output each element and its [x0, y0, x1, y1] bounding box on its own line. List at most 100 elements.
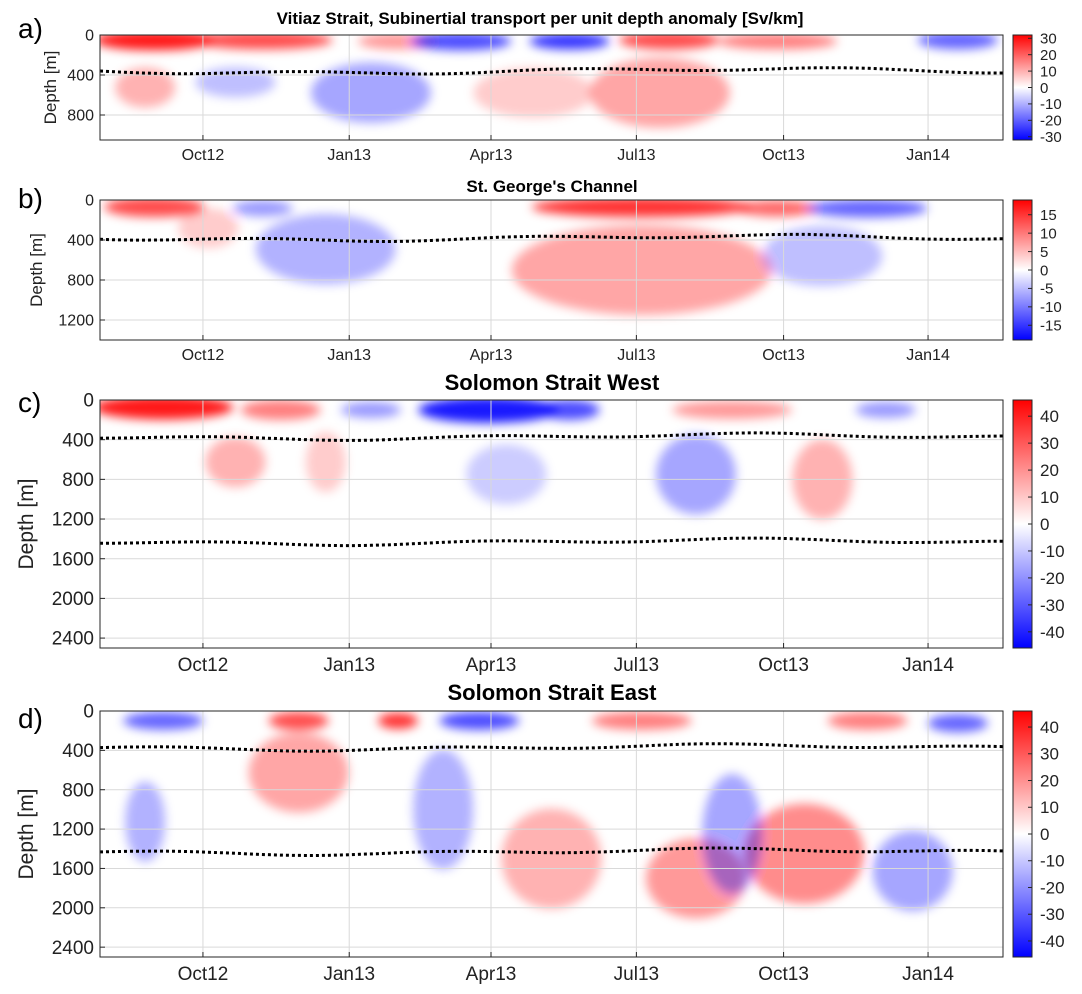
- isopycnal-line: [99, 66, 1003, 76]
- colorbar-tick-label: 20: [1040, 47, 1057, 64]
- anomaly-blob: [100, 400, 234, 420]
- anomaly-blob: [100, 35, 215, 51]
- y-tick-label: 1200: [52, 820, 94, 841]
- colorbar-tick-label: -40: [1040, 623, 1065, 642]
- isopycnal-line: [99, 536, 1004, 548]
- anomaly-blob: [192, 35, 333, 50]
- isopycnal-line: [99, 232, 1004, 244]
- y-tick-label: 800: [62, 470, 94, 491]
- anomaly-blob: [855, 401, 916, 418]
- anomaly-field: [100, 400, 916, 520]
- colorbar-tick-label: 40: [1040, 718, 1059, 737]
- colorbar-tick-label: 0: [1040, 80, 1048, 97]
- x-tick-label: Apr13: [470, 347, 513, 364]
- x-tick-label: Apr13: [470, 147, 513, 164]
- anomaly-blob: [439, 711, 520, 730]
- panel-title: Solomon Strait East: [447, 680, 657, 705]
- colorbar-tick-label: -5: [1040, 281, 1053, 298]
- x-tick-label: Jul13: [617, 147, 655, 164]
- x-tick-label: Jan14: [902, 655, 954, 676]
- colorbar-tick-label: -30: [1040, 129, 1062, 146]
- x-tick-label: Apr13: [466, 964, 517, 985]
- colorbar-tick-label: -15: [1040, 318, 1062, 335]
- anomaly-blob: [655, 434, 736, 515]
- y-tick-label: 800: [67, 273, 94, 290]
- y-tick-label: 400: [62, 741, 94, 762]
- colorbar-tick-label: 0: [1040, 825, 1049, 844]
- x-tick-label: Oct12: [182, 347, 225, 364]
- y-tick-label: 1600: [52, 549, 94, 570]
- colorbar-tick-label: 30: [1040, 434, 1059, 453]
- panel-label: a): [18, 13, 43, 44]
- y-tick-label: 800: [62, 780, 94, 801]
- y-tick-label: 1600: [52, 859, 94, 880]
- colorbar-tick-label: -20: [1040, 878, 1065, 897]
- anomaly-blob: [807, 200, 928, 218]
- colorbar-tick-label: 30: [1040, 31, 1057, 48]
- isopycnal-line: [99, 742, 1004, 753]
- anomaly-blob: [123, 711, 204, 730]
- anomaly-blob: [248, 732, 349, 813]
- isopycnal-line: [99, 431, 1004, 442]
- y-axis-label: Depth [m]: [27, 233, 46, 307]
- panel-label: c): [18, 387, 41, 418]
- anomaly-blob: [240, 400, 321, 420]
- colorbar-tick-label: -40: [1040, 932, 1065, 951]
- anomaly-blob: [232, 200, 293, 217]
- axes-frame: [99, 399, 1004, 649]
- x-tick-label: Jul13: [617, 347, 655, 364]
- anomaly-blob: [340, 401, 401, 418]
- panel-title: St. George's Channel: [466, 177, 637, 196]
- colorbar-tick-label: -10: [1040, 299, 1062, 316]
- axes-frame: [99, 34, 1004, 141]
- anomaly-blob: [744, 803, 865, 904]
- anomaly-blob: [618, 35, 719, 50]
- panel-1: Oct12 Jan13 Apr13 Jul13 Oct13 Jan14 0 400 800 Dep…: [18, 9, 1062, 164]
- anomaly-blob: [205, 437, 266, 487]
- y-tick-label: 0: [83, 702, 94, 723]
- anomaly-blob: [672, 400, 793, 419]
- anomaly-blob: [702, 774, 763, 894]
- colorbar-tick-label: -30: [1040, 596, 1065, 615]
- y-tick-label: 400: [62, 430, 94, 451]
- colorbar-tick-label: 40: [1040, 407, 1059, 426]
- y-tick-label: 400: [67, 233, 94, 250]
- anomaly-blob: [125, 781, 166, 862]
- colorbar-tick-label: -20: [1040, 113, 1062, 130]
- colorbar-tick-label: 0: [1040, 515, 1049, 534]
- x-tick-label: Oct12: [178, 655, 229, 676]
- x-tick-label: Jul13: [614, 655, 659, 676]
- anomaly-field: [123, 711, 988, 919]
- y-tick-label: 800: [67, 108, 94, 125]
- anomaly-blob: [717, 35, 838, 50]
- x-tick-label: Oct13: [762, 147, 805, 164]
- colorbar-tick-label: 0: [1040, 262, 1048, 279]
- anomaly-blob: [413, 749, 474, 870]
- anomaly-blob: [927, 714, 988, 733]
- y-tick-label: 2400: [52, 629, 94, 650]
- anomaly-blob: [762, 226, 883, 286]
- panel-title: Solomon Strait West: [445, 370, 660, 395]
- anomaly-blob: [872, 830, 953, 911]
- colorbar-tick-label: -30: [1040, 905, 1065, 924]
- anomaly-blob: [310, 62, 431, 123]
- anomaly-blob: [531, 200, 752, 217]
- y-tick-label: 400: [67, 68, 94, 85]
- anomaly-blob: [115, 67, 176, 108]
- x-tick-label: Jan13: [323, 964, 375, 985]
- colorbar-tick-label: -20: [1040, 569, 1065, 588]
- colorbar-tick-label: 10: [1040, 488, 1059, 507]
- panel-4: Oct12 Jan13 Apr13 Jul13 Oct13 Jan140400800120…: [15, 680, 1065, 985]
- x-tick-label: Oct12: [182, 147, 225, 164]
- y-tick-label: 0: [85, 28, 94, 45]
- anomaly-blob: [305, 432, 346, 492]
- y-tick-label: 2400: [52, 938, 94, 959]
- x-tick-label: Jan14: [906, 347, 950, 364]
- anomaly-blob: [411, 35, 512, 51]
- anomaly-blob: [178, 208, 239, 248]
- anomaly-blob: [511, 225, 772, 315]
- colorbar-tick-label: -10: [1040, 542, 1065, 561]
- panel-label: b): [18, 183, 43, 214]
- x-tick-label: Oct13: [758, 964, 809, 985]
